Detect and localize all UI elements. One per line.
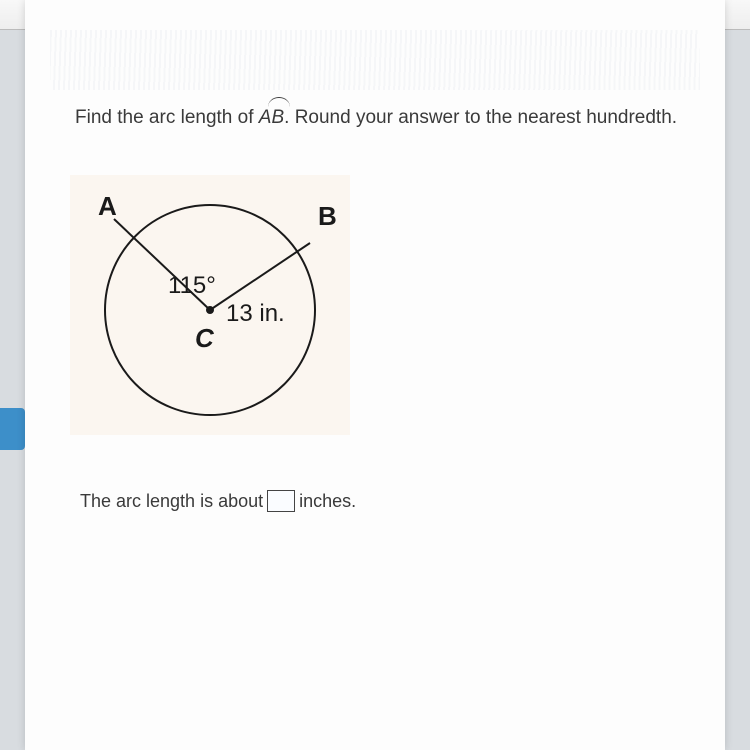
question-prefix: Find the arc length of — [75, 107, 259, 128]
arc-notation: AB — [259, 105, 284, 132]
label-c: C — [195, 323, 215, 353]
label-a: A — [98, 191, 117, 221]
arc-label: AB — [259, 107, 284, 128]
question-suffix: . Round your answer to the nearest hundr… — [284, 107, 677, 128]
question-text: Find the arc length of AB . Round your a… — [75, 105, 685, 132]
answer-suffix: inches. — [299, 491, 356, 512]
answer-line: The arc length is about inches. — [80, 490, 356, 512]
side-tab[interactable] — [0, 408, 25, 450]
answer-prefix: The arc length is about — [80, 491, 263, 512]
screen-moire — [50, 30, 700, 90]
label-angle: 115° — [168, 272, 216, 299]
label-b: B — [318, 201, 337, 231]
center-dot — [206, 306, 214, 314]
circle-diagram: A B C 115° 13 in. — [70, 175, 350, 435]
label-radius: 13 in. — [226, 300, 285, 327]
answer-input-box[interactable] — [267, 490, 295, 512]
diagram-area: A B C 115° 13 in. — [70, 175, 350, 435]
page-content: Find the arc length of AB . Round your a… — [25, 0, 725, 750]
arc-cap-icon — [268, 97, 290, 107]
